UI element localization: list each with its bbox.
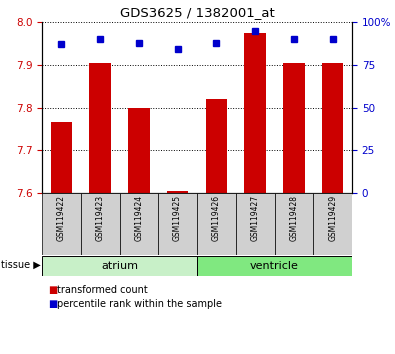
Text: GDS3625 / 1382001_at: GDS3625 / 1382001_at (120, 6, 275, 19)
Bar (158, 193, 197, 255)
Bar (42, 193, 81, 255)
Text: GSM119423: GSM119423 (96, 195, 105, 241)
Bar (51, 122, 72, 193)
Text: atrium: atrium (101, 261, 138, 271)
Bar (322, 63, 343, 193)
Bar (90, 63, 111, 193)
Bar (120, 193, 158, 255)
Text: tissue ▶: tissue ▶ (1, 260, 41, 270)
Bar (313, 193, 352, 255)
Bar (167, 191, 188, 193)
Text: ■: ■ (48, 285, 57, 295)
Bar (197, 256, 352, 276)
Bar (275, 193, 313, 255)
Bar (42, 256, 197, 276)
Text: GSM119425: GSM119425 (173, 195, 182, 241)
Text: GSM119427: GSM119427 (250, 195, 260, 241)
Text: ■: ■ (48, 299, 57, 309)
Text: GSM119429: GSM119429 (328, 195, 337, 241)
Bar (206, 99, 227, 193)
Bar (245, 33, 266, 193)
Text: percentile rank within the sample: percentile rank within the sample (57, 299, 222, 309)
Bar (283, 63, 305, 193)
Bar (81, 193, 120, 255)
Text: GSM119422: GSM119422 (57, 195, 66, 241)
Bar (236, 193, 275, 255)
Text: GSM119424: GSM119424 (134, 195, 143, 241)
Text: ventricle: ventricle (250, 261, 299, 271)
Bar (197, 193, 236, 255)
Text: transformed count: transformed count (57, 285, 148, 295)
Text: GSM119426: GSM119426 (212, 195, 221, 241)
Text: GSM119428: GSM119428 (290, 195, 298, 241)
Bar (128, 108, 150, 193)
